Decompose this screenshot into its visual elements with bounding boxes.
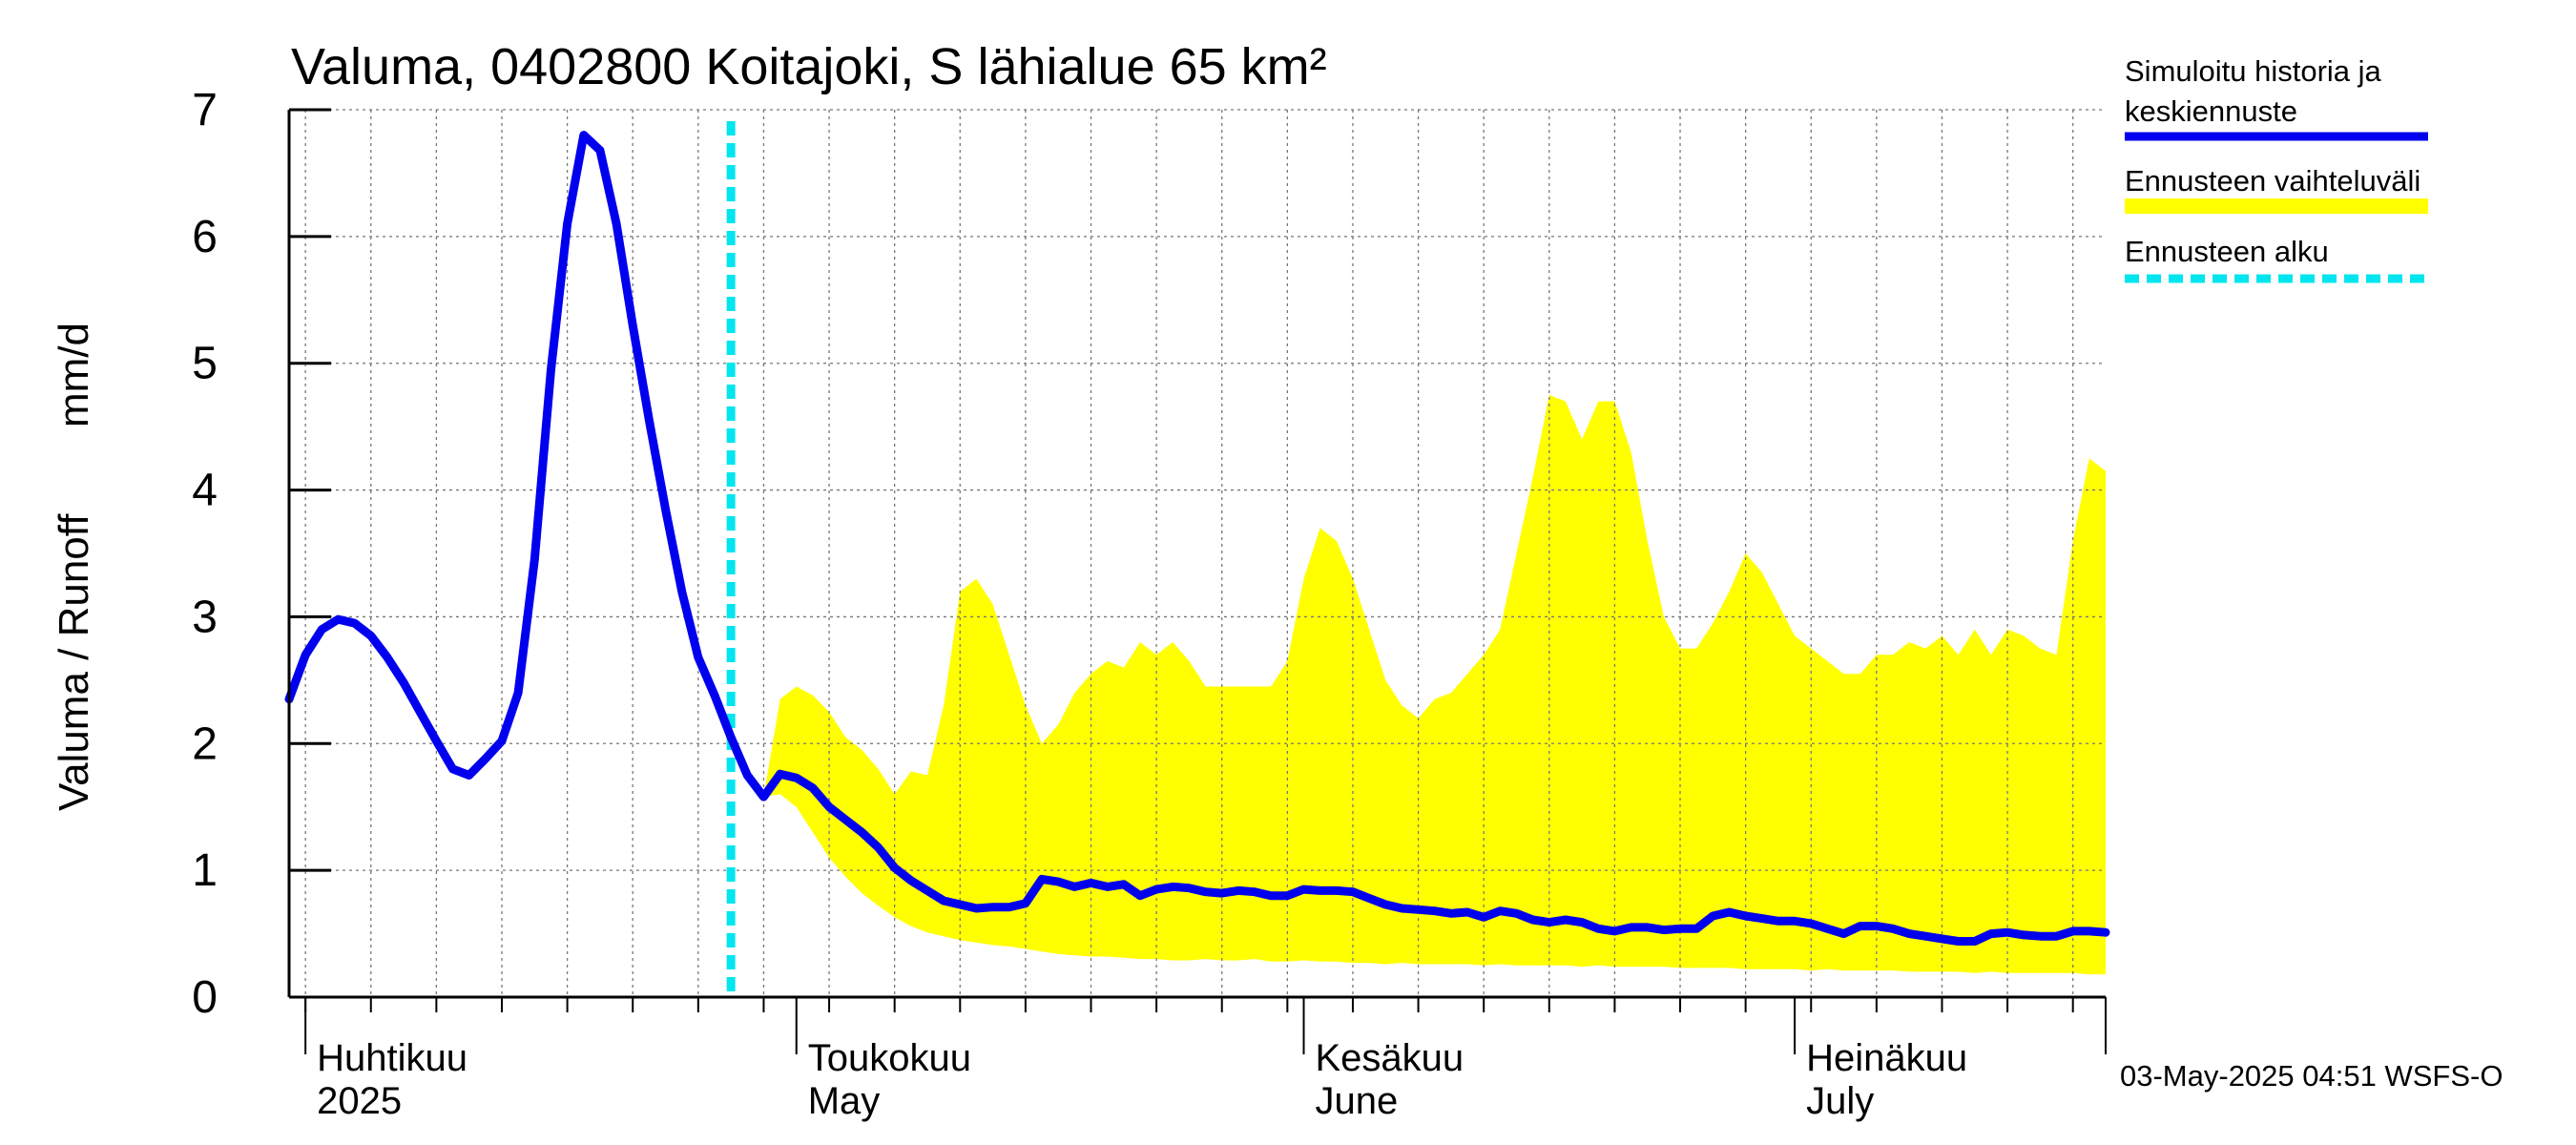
forecast-range-band [763, 394, 2106, 976]
y-axis-label: Valuma / Runoff [51, 513, 97, 811]
legend-label-simulated-2: keskiennuste [2125, 94, 2297, 128]
month-label-fi: Heinäkuu [1806, 1037, 1967, 1079]
footer-timestamp: 03-May-2025 04:51 WSFS-O [2120, 1059, 2503, 1093]
y-axis-unit-label: mm/d [51, 323, 97, 427]
legend: Simuloitu historia ja keskiennuste Ennus… [2125, 54, 2428, 283]
legend-label-forecast-start: Ennusteen alku [2125, 235, 2329, 268]
y-tick-label: 2 [192, 718, 218, 769]
grid-layer [289, 109, 2106, 997]
chart-title: Valuma, 0402800 Koitajoki, S lähialue 65… [291, 38, 1327, 95]
month-label-en: 2025 [317, 1080, 402, 1122]
legend-label-simulated-1: Simuloitu historia ja [2125, 54, 2382, 88]
y-tick-label: 7 [192, 85, 218, 135]
legend-label-range: Ennusteen vaihteluväli [2125, 164, 2420, 198]
simulated-runoff-line [284, 131, 2110, 946]
axis-layer [287, 108, 2107, 1054]
month-label-fi: Kesäkuu [1315, 1037, 1464, 1079]
month-label-en: May [808, 1080, 881, 1122]
y-tick-label: 1 [192, 845, 218, 896]
month-label-en: June [1315, 1080, 1398, 1122]
y-tick-labels: 0 1 2 3 4 5 6 7 [192, 85, 218, 1023]
month-label-fi: Huhtikuu [317, 1037, 467, 1079]
y-tick-label: 6 [192, 212, 218, 262]
y-tick-label: 0 [192, 972, 218, 1023]
simulated-line-layer [284, 131, 2110, 946]
y-tick-label: 5 [192, 339, 218, 389]
y-tick-label: 4 [192, 466, 218, 516]
y-tick-label: 3 [192, 592, 218, 642]
forecast-range-layer [763, 394, 2106, 976]
month-label-fi: Toukokuu [808, 1037, 971, 1079]
month-label-en: July [1806, 1080, 1874, 1122]
